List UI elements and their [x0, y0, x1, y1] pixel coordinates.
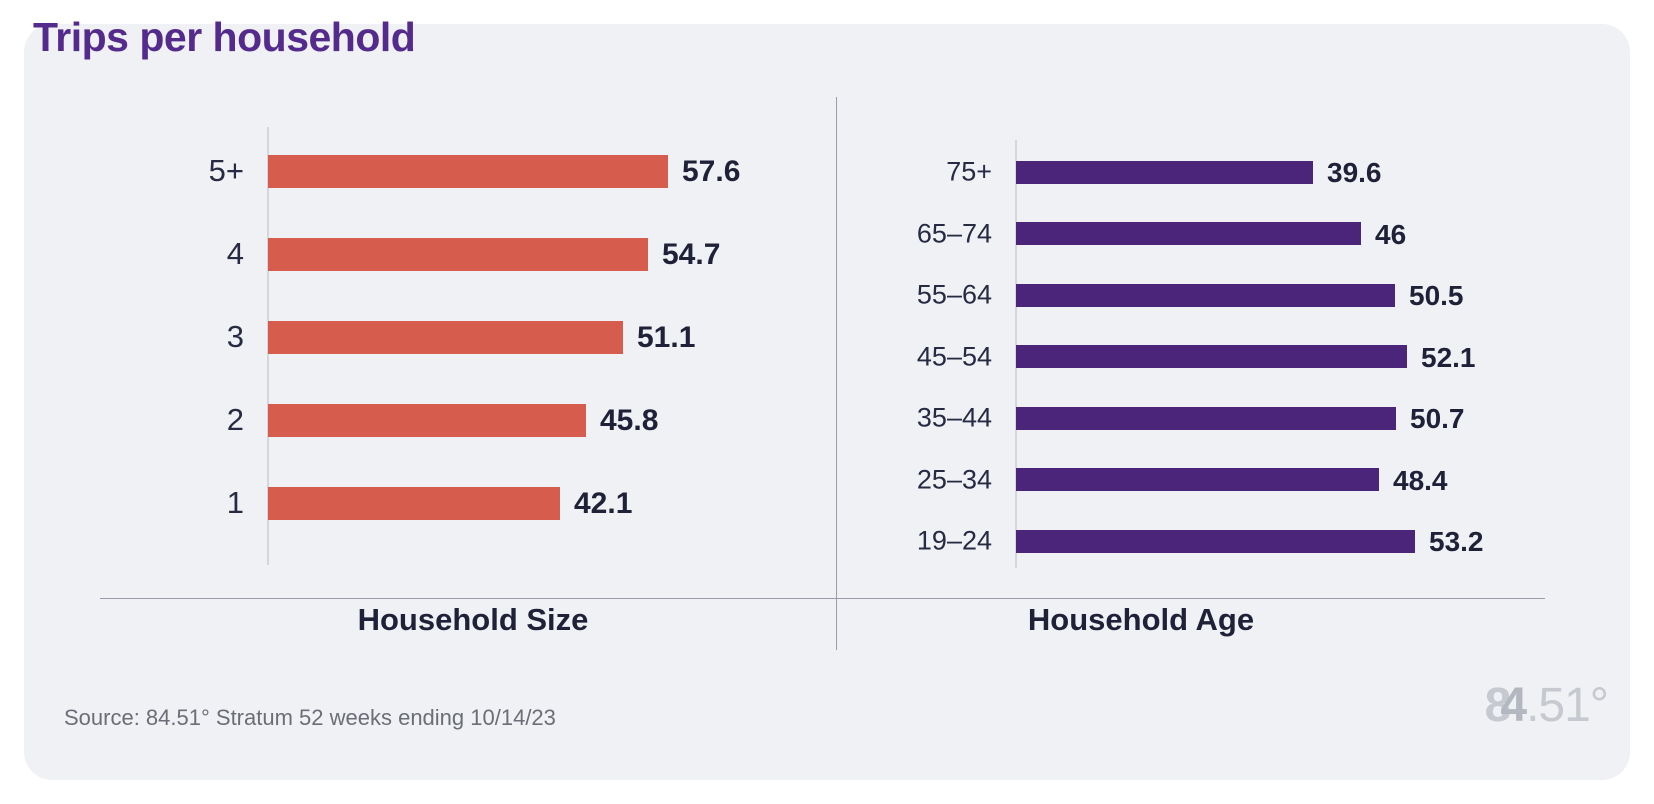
brand-logo: 84.51°: [1484, 678, 1609, 733]
bar: [1016, 160, 1313, 184]
value-label: 52.1: [1421, 341, 1476, 373]
value-label: 57.6: [682, 155, 741, 188]
value-label: 51.1: [637, 321, 696, 354]
page-title: Trips per household: [33, 14, 416, 60]
horizontal-baseline: [100, 598, 1545, 599]
category-label: 1: [226, 485, 244, 520]
household-size-caption: Household Size: [357, 602, 589, 637]
category-label: 5+: [208, 153, 244, 188]
bar: [1016, 468, 1379, 491]
bar: [1016, 406, 1396, 430]
value-label: 48.4: [1393, 464, 1448, 496]
logo-part-4: 4: [1500, 679, 1527, 732]
category-label: 35–44: [916, 402, 992, 433]
bar: [1016, 345, 1407, 368]
category-label: 65–74: [916, 218, 992, 248]
value-label: 42.1: [574, 487, 633, 520]
category-label: 19–24: [916, 525, 992, 556]
bar: [1016, 222, 1361, 245]
category-label: 55–64: [916, 279, 992, 310]
logo-part-51: .51°: [1526, 679, 1609, 732]
value-label: 50.5: [1409, 280, 1464, 311]
value-label: 54.7: [662, 238, 721, 271]
value-label: 53.2: [1429, 526, 1484, 557]
source-note: Source: 84.51° Stratum 52 weeks ending 1…: [64, 705, 556, 730]
value-label: 50.7: [1410, 403, 1465, 434]
value-label: 39.6: [1327, 157, 1382, 188]
chart-card: [24, 24, 1630, 780]
category-label: 25–34: [916, 464, 992, 494]
category-label: 45–54: [916, 341, 992, 371]
logo-part-8: 8: [1484, 679, 1512, 732]
value-label: 45.8: [600, 404, 659, 437]
bar: [1016, 529, 1415, 553]
bar: [268, 403, 586, 437]
value-label: 46: [1375, 218, 1407, 250]
vertical-divider-line: [836, 97, 837, 650]
household-age-caption: Household Age: [1027, 602, 1255, 637]
category-label: 75+: [946, 156, 992, 187]
category-label: 3: [226, 319, 244, 354]
bar: [268, 154, 668, 188]
bar: [268, 320, 623, 354]
bar: [268, 486, 560, 520]
category-label: 2: [226, 402, 244, 437]
bar: [268, 237, 648, 271]
bar: [1016, 283, 1395, 307]
category-label: 4: [226, 236, 244, 271]
